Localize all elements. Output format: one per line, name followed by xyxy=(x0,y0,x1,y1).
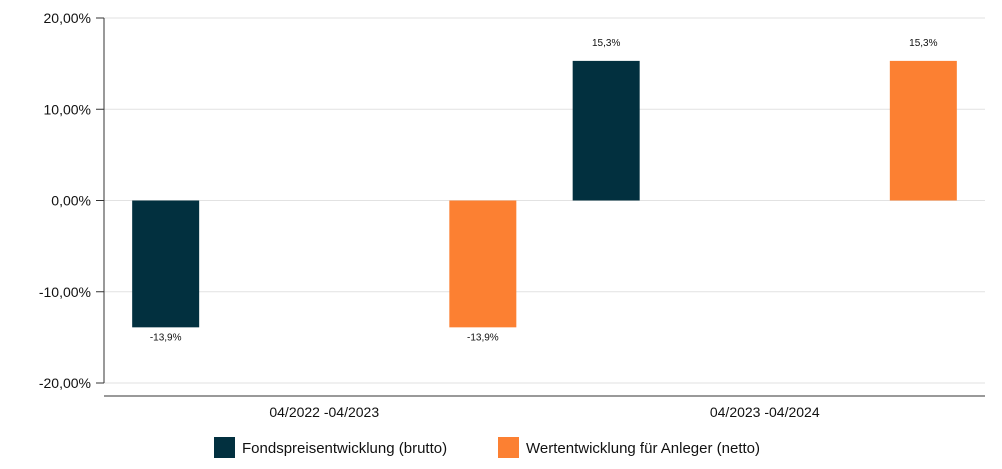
bar xyxy=(132,200,200,328)
data-label: 15,3% xyxy=(592,38,620,49)
legend-label: Fondspreisentwicklung (brutto) xyxy=(242,440,447,457)
y-tick-label: -20,00% xyxy=(39,375,91,391)
y-tick-label: -10,00% xyxy=(39,284,91,300)
bar xyxy=(889,60,957,201)
y-tick-label: 10,00% xyxy=(44,101,91,117)
legend-swatch xyxy=(214,437,235,458)
y-tick-label: 20,00% xyxy=(44,10,91,26)
x-category-label: 04/2023 -04/2024 xyxy=(710,404,820,420)
legend-label: Wertentwicklung für Anleger (netto) xyxy=(526,440,760,457)
data-label: -13,9% xyxy=(467,332,499,343)
legend-swatch xyxy=(498,437,519,458)
x-category-label: 04/2022 -04/2023 xyxy=(269,404,379,420)
data-label: -13,9% xyxy=(150,332,182,343)
y-tick-label: 0,00% xyxy=(51,193,91,209)
data-label: 15,3% xyxy=(909,38,937,49)
bar xyxy=(572,60,640,201)
bar xyxy=(449,200,517,328)
